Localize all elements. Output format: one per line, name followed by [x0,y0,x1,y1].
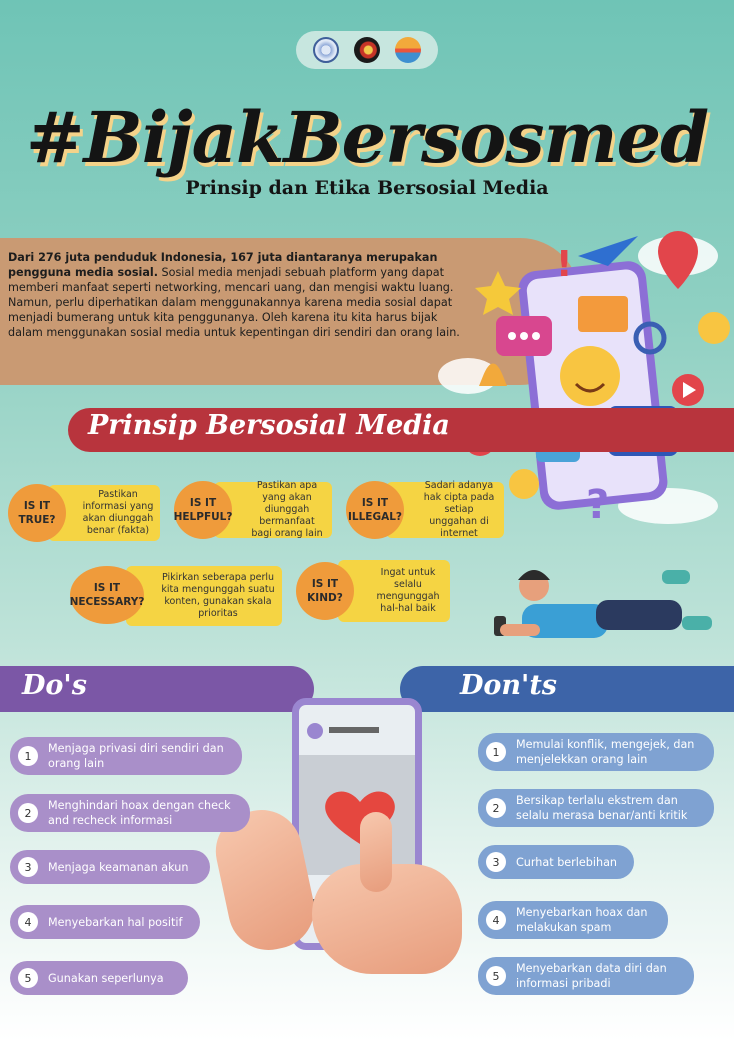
heart-eyes-emoji-icon [698,312,730,344]
person-phone-illustration [494,570,712,638]
do-item: 4 Menyebarkan hal positif [10,905,200,939]
logo-bar [296,31,438,69]
intro-text: Dari 276 juta penduduk Indonesia, 167 ju… [8,250,460,340]
dont-item: 4 Menyebarkan hoax dan melakukan spam [478,901,668,939]
do-item: 3 Menjaga keamanan akun [10,850,210,884]
intro-bold: Dari 276 juta penduduk Indonesia, 167 ju… [8,251,438,279]
item-text: Menyebarkan hoax dan melakukan spam [516,906,648,934]
principles-title: Prinsip Bersosial Media [88,410,450,441]
donts-title: Don'ts [460,670,557,701]
item-number: 3 [18,857,38,877]
principle-question: IS IT ILLEGAL? [346,481,404,539]
principle-question: IS IT NECESSARY? [70,566,144,624]
item-text: Menyebarkan hal positif [48,915,183,929]
star-icon [475,271,521,315]
donts-banner [400,666,734,712]
principle-helpful: IS IT HELPFUL? Pastikan apa yang akan di… [174,480,334,540]
principles-banner [68,408,734,452]
item-number: 2 [18,803,38,823]
principle-description: Pastikan informasi yang akan diunggah be… [48,485,160,541]
principle-question: IS IT TRUE? [8,484,66,542]
intro-panel [0,238,580,385]
item-text: Menghindari hoax dengan check and rechec… [48,799,231,827]
principle-description: Pastikan apa yang akan diunggah bermanfa… [214,480,332,539]
principle-description: Ingat untuk selalu mengunggah hal-hal ba… [338,560,450,622]
principle-description: Pikirkan seberapa perlu kita mengunggah … [126,566,282,626]
item-number: 1 [486,742,506,762]
profile-avatar-icon [307,723,323,739]
item-number: 4 [18,912,38,932]
item-text: Curhat berlebihan [516,855,618,869]
principle-illegal: IS IT ILLEGAL? Sadari adanya hak cipta p… [346,480,506,540]
person-shirt-icon [522,604,608,638]
shoe-icon [682,616,712,630]
question-mark-icon: ? [586,482,609,526]
item-number: 1 [18,746,38,766]
magnifier-icon [633,321,667,355]
page-subtitle: Prinsip dan Etika Bersosial Media [185,177,549,199]
principle-description: Sadari adanya hak cipta pada setiap ungg… [386,480,504,539]
item-text: Menjaga privasi diri sendiri dan orang l… [48,742,224,770]
shoe-icon [662,570,690,584]
principle-true: IS IT TRUE? Pastikan informasi yang akan… [8,484,160,542]
item-number: 2 [486,798,506,818]
location-pin-icon [658,231,698,289]
university-logo-icon [313,37,340,63]
smiley-icon [560,346,620,406]
program-logo-icon [394,37,421,63]
do-item: 2 Menghindari hoax dengan check and rech… [10,794,250,832]
item-number: 3 [486,852,506,872]
page-title: #BijakBersosmed [25,96,709,179]
exclamation-icon: ! [556,244,572,285]
intro-body: Sosial media menjadi sebuah platform yan… [8,266,460,339]
envelope-icon [578,296,628,332]
dont-item: 5 Menyebarkan data diri dan informasi pr… [478,957,694,995]
do-item: 1 Menjaga privasi diri sendiri dan orang… [10,737,242,775]
profile-name-line [329,727,379,733]
dont-item: 1 Memulai konflik, mengejek, dan menjele… [478,733,714,771]
item-text: Menyebarkan data diri dan informasi prib… [516,962,667,990]
dont-item: 2 Bersikap terlalu ekstrem dan selalu me… [478,789,714,827]
grin-emoji-icon [509,469,539,499]
bell-icon [479,363,507,386]
item-number: 5 [486,966,506,986]
faculty-logo-icon [353,37,380,63]
principle-question: IS IT HELPFUL? [174,481,232,539]
pointing-finger-icon [360,812,392,892]
dos-title: Do's [22,670,87,701]
principle-kind: IS IT KIND? Ingat untuk selalu mengungga… [296,560,452,622]
dont-item: 3 Curhat berlebihan [478,845,634,879]
item-text: Gunakan seperlunya [48,971,164,985]
item-text: Menjaga keamanan akun [48,860,189,874]
dos-banner [0,666,314,712]
item-number: 5 [18,968,38,988]
item-number: 4 [486,910,506,930]
person-legs-icon [596,600,682,630]
item-text: Memulai konflik, mengejek, dan menjelekk… [516,738,695,766]
principle-question: IS IT KIND? [296,562,354,620]
person-arm-icon [500,624,540,636]
paper-plane-icon [578,236,638,266]
item-text: Bersikap terlalu ekstrem dan selalu mera… [516,794,688,822]
principle-necessary: IS IT NECESSARY? Pikirkan seberapa perlu… [70,563,282,627]
do-item: 5 Gunakan seperlunya [10,961,188,995]
